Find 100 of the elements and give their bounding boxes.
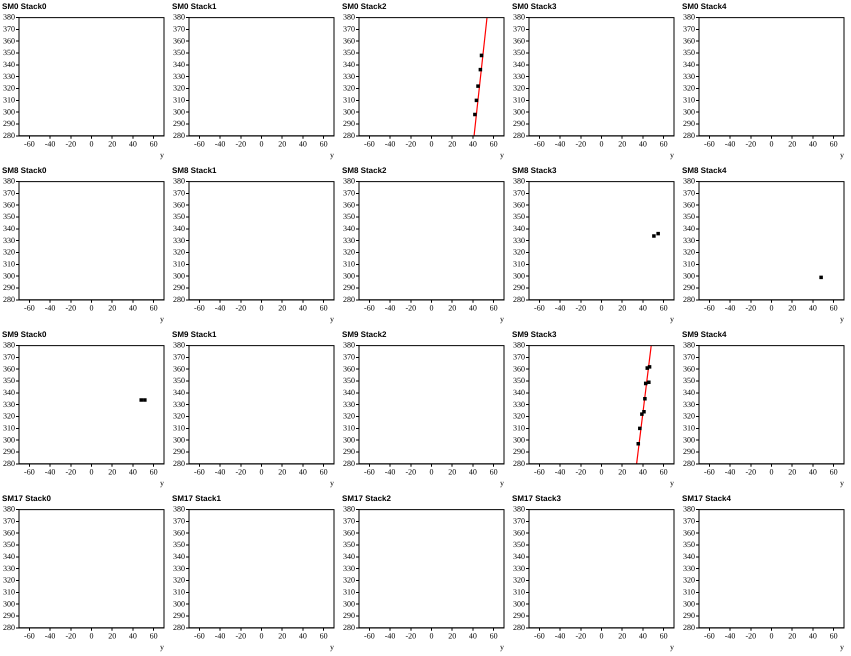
y-tick-label: 310 xyxy=(513,587,525,596)
y-tick-label: 340 xyxy=(173,224,185,233)
point xyxy=(473,112,477,116)
y-tick-label: 370 xyxy=(173,516,185,526)
y-tick-label: 320 xyxy=(513,412,525,421)
y-tick-label: 350 xyxy=(513,376,525,386)
x-tick-label: 60 xyxy=(660,632,668,641)
chart-title: SM8 Stack1 xyxy=(172,166,218,176)
x-tick-label: 20 xyxy=(108,140,116,149)
x-tick-label: -40 xyxy=(44,632,56,641)
x-tick-label: 60 xyxy=(490,140,498,149)
y-tick-label: 380 xyxy=(3,504,15,514)
y-tick-label: 320 xyxy=(173,248,185,257)
y-tick-label: 320 xyxy=(513,84,525,93)
y-tick-label: 300 xyxy=(683,435,695,444)
y-tick-label: 330 xyxy=(343,236,355,245)
x-axis-title: y xyxy=(670,150,674,160)
x-tick-label: 60 xyxy=(150,140,158,149)
y-tick-label: 310 xyxy=(343,95,355,104)
y-tick-label: 280 xyxy=(683,130,695,140)
x-tick-label: -20 xyxy=(65,632,76,641)
x-axis-title: y xyxy=(670,642,674,652)
y-tick-label: 350 xyxy=(683,212,695,222)
x-tick-label: 60 xyxy=(320,632,328,641)
x-tick-label: -40 xyxy=(44,304,56,313)
x-tick-label: -60 xyxy=(24,140,35,149)
y-tick-label: 320 xyxy=(3,248,15,257)
y-tick-label: 300 xyxy=(343,271,355,280)
y-tick-label: 360 xyxy=(3,528,15,538)
y-tick-label: 360 xyxy=(683,528,695,538)
x-axis-title: y xyxy=(840,478,844,488)
y-tick-label: 310 xyxy=(3,587,15,596)
y-tick-label: 350 xyxy=(173,376,185,386)
y-tick-label: 290 xyxy=(683,611,695,620)
x-tick-label: -20 xyxy=(235,140,246,149)
y-tick-label: 300 xyxy=(3,435,15,444)
y-tick-label: 330 xyxy=(173,564,185,573)
x-tick-label: -40 xyxy=(214,304,226,313)
y-tick-label: 290 xyxy=(343,119,355,128)
y-tick-label: 310 xyxy=(343,259,355,268)
y-tick-label: 320 xyxy=(3,84,15,93)
chart-title: SM0 Stack0 xyxy=(2,2,48,12)
y-tick-label: 330 xyxy=(173,400,185,409)
x-tick-label: 60 xyxy=(490,304,498,313)
y-tick-label: 380 xyxy=(513,176,525,186)
y-tick-label: 380 xyxy=(173,176,185,186)
x-axis-title: y xyxy=(500,642,504,652)
x-tick-label: -60 xyxy=(194,468,205,477)
x-tick-label: -20 xyxy=(65,468,76,477)
x-tick-label: 20 xyxy=(618,632,626,641)
y-tick-label: 380 xyxy=(173,504,185,514)
y-tick-label: 370 xyxy=(173,352,185,362)
x-tick-label: 20 xyxy=(788,468,796,477)
x-tick-label: 60 xyxy=(660,468,668,477)
x-tick-label: -40 xyxy=(724,304,736,313)
x-tick-label: 20 xyxy=(448,468,456,477)
x-tick-label: -20 xyxy=(575,632,586,641)
y-tick-label: 280 xyxy=(513,458,525,468)
x-tick-label: -40 xyxy=(724,468,736,477)
chart-title: SM9 Stack3 xyxy=(512,330,558,340)
y-tick-label: 340 xyxy=(3,388,15,397)
x-tick-label: 20 xyxy=(788,140,796,149)
x-tick-label: 60 xyxy=(830,304,838,313)
x-axis-title: y xyxy=(840,150,844,160)
y-tick-label: 300 xyxy=(513,271,525,280)
y-tick-label: 290 xyxy=(683,119,695,128)
y-tick-label: 310 xyxy=(3,423,15,432)
y-tick-label: 370 xyxy=(3,24,15,34)
y-tick-label: 380 xyxy=(513,504,525,514)
y-tick-label: 380 xyxy=(683,340,695,350)
x-tick-label: 60 xyxy=(830,140,838,149)
chart-title: SM0 Stack2 xyxy=(342,2,388,12)
x-tick-label: 0 xyxy=(260,140,264,149)
y-tick-label: 340 xyxy=(683,60,695,69)
y-tick-label: 380 xyxy=(3,340,15,350)
x-tick-label: -40 xyxy=(554,304,566,313)
y-tick-label: 370 xyxy=(173,188,185,198)
y-tick-label: 300 xyxy=(683,107,695,116)
chart-title: SM8 Stack0 xyxy=(2,166,48,176)
y-tick-label: 330 xyxy=(3,236,15,245)
x-tick-label: 60 xyxy=(660,140,668,149)
y-tick-label: 340 xyxy=(343,60,355,69)
point xyxy=(636,442,640,446)
x-tick-label: 0 xyxy=(90,140,94,149)
y-tick-label: 380 xyxy=(3,12,15,22)
y-tick-label: 310 xyxy=(173,259,185,268)
y-tick-label: 280 xyxy=(3,294,15,304)
y-tick-label: 360 xyxy=(343,36,355,46)
x-tick-label: -20 xyxy=(235,468,246,477)
y-tick-label: 290 xyxy=(173,447,185,456)
y-tick-label: 350 xyxy=(3,212,15,222)
y-tick-label: 350 xyxy=(173,48,185,58)
x-tick-label: 40 xyxy=(128,304,137,313)
y-tick-label: 290 xyxy=(343,611,355,620)
y-tick-label: 300 xyxy=(3,599,15,608)
chart-title: SM0 Stack1 xyxy=(172,2,218,12)
y-tick-label: 380 xyxy=(343,340,355,350)
point xyxy=(474,98,478,102)
x-tick-label: 60 xyxy=(320,140,328,149)
y-tick-label: 350 xyxy=(3,540,15,550)
